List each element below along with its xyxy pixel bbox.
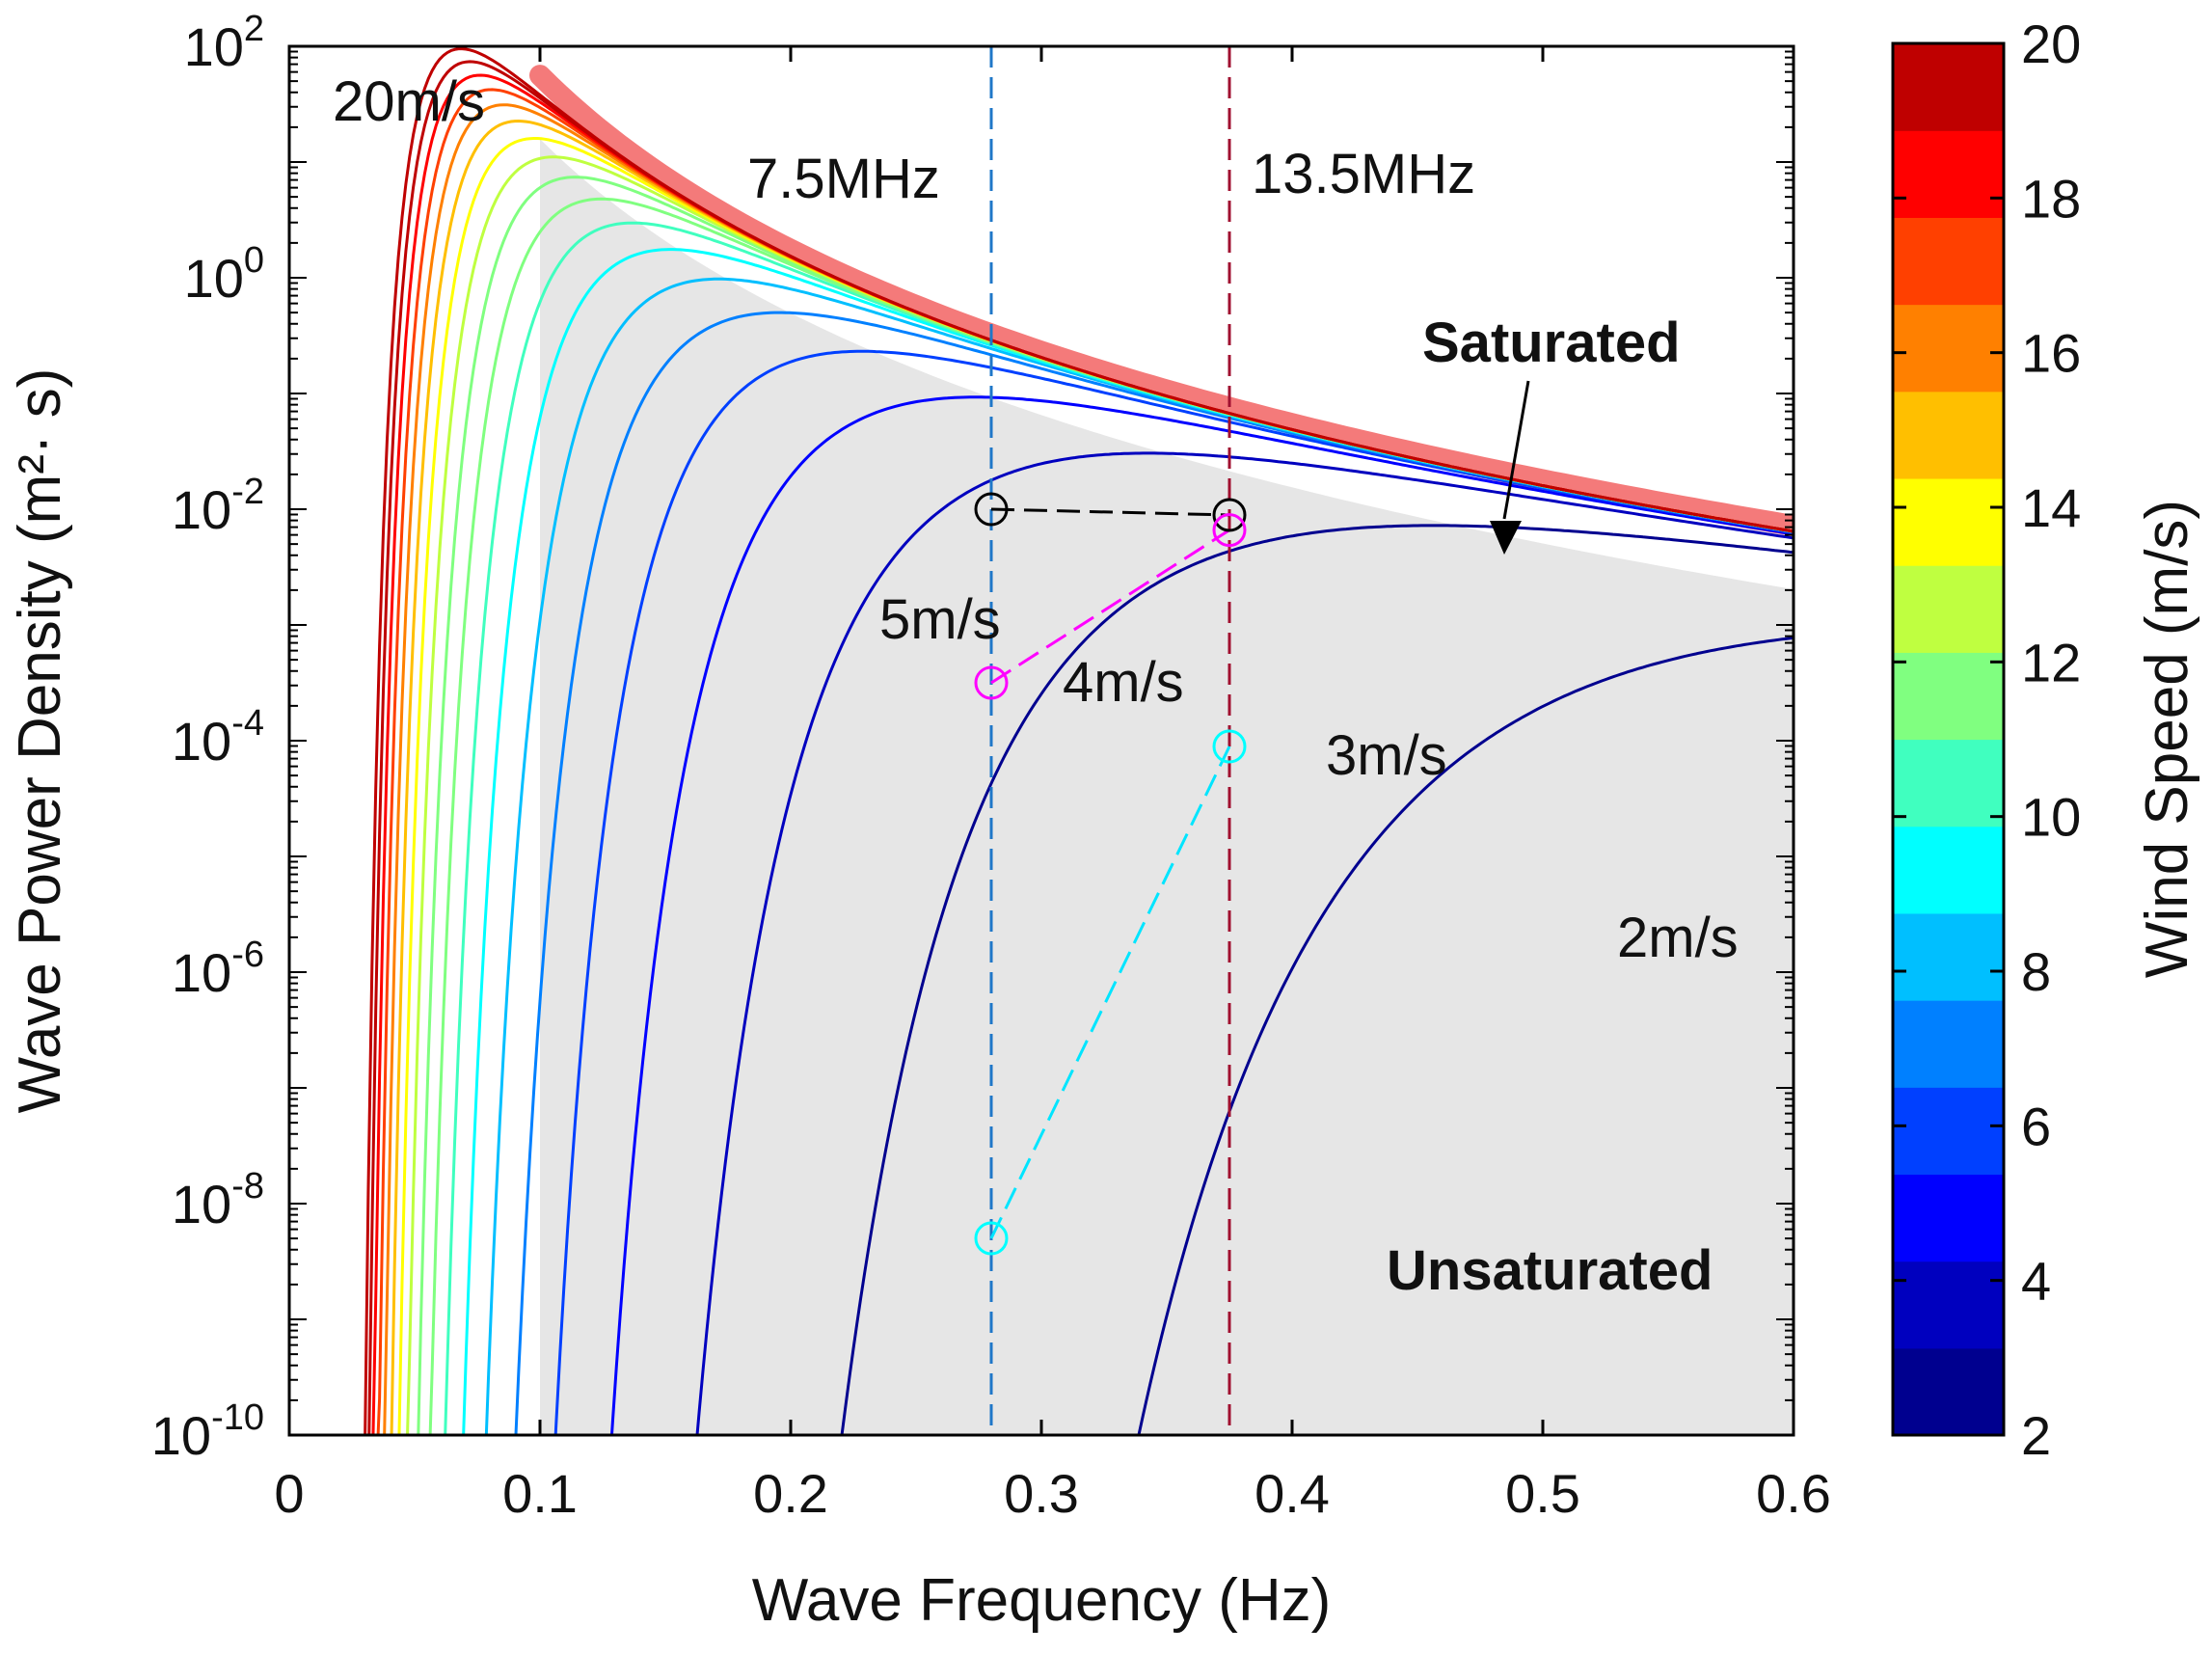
label-unsaturated: Unsaturated	[1387, 1239, 1713, 1302]
colorbar-frame	[1891, 41, 2006, 1437]
spectrum-curve-4ms	[695, 451, 1794, 1435]
colorbar-segment	[1893, 565, 2004, 653]
colorbar-segment	[1893, 1174, 2004, 1262]
colorbar-segment	[1893, 130, 2004, 218]
marker-magenta-7.5	[974, 665, 1009, 700]
spectrum-curve-2ms	[1137, 636, 1794, 1435]
colorbar-tick-label: 2	[2021, 1405, 2051, 1466]
label-saturated: Saturated	[1422, 312, 1681, 374]
x-tick-label: 0.3	[1004, 1463, 1079, 1524]
y-tick-label: 10-8	[172, 1166, 264, 1234]
colorbar-segment	[1893, 391, 2004, 479]
colorbar-tick-label: 14	[2021, 477, 2081, 538]
marker-magenta-13.5	[1212, 513, 1247, 548]
marker-black-13.5	[1212, 498, 1247, 532]
y-tick-label: 10-10	[151, 1397, 264, 1466]
colorbar-tick-label: 16	[2021, 323, 2081, 384]
colorbar-tick-label: 10	[2021, 787, 2081, 848]
spectrum-curve-5ms	[609, 395, 1794, 1435]
x-axis-title: Wave Frequency (Hz)	[752, 1567, 1332, 1634]
colorbar-segment	[1893, 826, 2004, 914]
colorbar-segment	[1893, 739, 2004, 827]
x-tick-label: 0.1	[502, 1463, 578, 1524]
colorbar-segment	[1893, 1347, 2004, 1436]
label-3ms: 3m/s	[1326, 724, 1447, 787]
marker-cyan-7.5	[974, 1221, 1009, 1256]
colorbar-tick-label: 12	[2021, 632, 2081, 692]
label-2ms: 2m/s	[1617, 907, 1739, 969]
colorbar-tick-label: 4	[2021, 1251, 2051, 1312]
colorbar-segment	[1893, 477, 2004, 566]
colorbar-tick-label: 8	[2021, 941, 2051, 1002]
x-tick-label: 0	[274, 1463, 304, 1524]
y-axis-title: Wave Power Density (m²· s)	[7, 368, 73, 1114]
spectrum-curves	[364, 47, 1794, 1435]
black-connector	[990, 507, 1230, 517]
colorbar-segment	[1893, 912, 2004, 1001]
unsaturated-region	[540, 139, 1794, 1435]
colorbar-segment	[1893, 652, 2004, 741]
spectrum-curve-20ms	[364, 47, 1794, 1435]
y-tick-label: 10-4	[172, 703, 264, 772]
x-tick-label: 0.5	[1505, 1463, 1580, 1524]
y-tick-label: 10-6	[172, 935, 264, 1003]
x-tick-label: 0.4	[1254, 1463, 1330, 1524]
marker-black-7.5	[974, 492, 1009, 527]
cyan-connector	[989, 746, 1231, 1239]
x-tick-label: 0.2	[753, 1463, 828, 1524]
magenta-connector	[990, 529, 1230, 685]
colorbar-tick-label: 6	[2021, 1096, 2051, 1156]
plot-area	[364, 46, 1794, 1435]
x-tick-labels: 0 0.1 0.2 0.3 0.4 0.5 0.6	[274, 1463, 1831, 1524]
y-tick-label: 10-2	[172, 472, 264, 540]
y-tick-label: 102	[184, 9, 264, 77]
colorbar	[1893, 43, 2004, 1436]
y-tick-label: 100	[184, 240, 264, 309]
label-20ms: 20m/s	[333, 70, 485, 133]
colorbar-segment	[1893, 43, 2004, 131]
x-tick-label: 0.6	[1756, 1463, 1831, 1524]
colorbar-segment	[1893, 1261, 2004, 1349]
label-5ms: 5m/s	[879, 588, 1001, 651]
label-13-5mhz: 13.5MHz	[1252, 143, 1475, 205]
colorbar-tick-label: 18	[2021, 168, 2081, 229]
label-7-5mhz: 7.5MHz	[747, 148, 940, 210]
markers	[974, 492, 1247, 1256]
colorbar-ticks: 2 4 6 8 10 12 14 16 18 20	[1893, 14, 2081, 1466]
colorbar-segment	[1893, 1000, 2004, 1088]
colorbar-tick-label: 20	[2021, 14, 2081, 74]
marker-cyan-13.5	[1212, 729, 1247, 764]
colorbar-title: Wind Speed (m/s)	[2134, 500, 2200, 978]
axis-ticks	[287, 45, 1795, 1436]
colorbar-segment	[1893, 217, 2004, 306]
colorbar-segment	[1893, 304, 2004, 393]
saturated-arrow	[1490, 380, 1530, 555]
colorbar-segment	[1893, 1087, 2004, 1176]
saturation-band	[529, 65, 1794, 536]
label-4ms: 4m/s	[1063, 651, 1184, 714]
spectrum-curve-3ms	[840, 524, 1794, 1435]
y-tick-labels: 102 100 10-2 10-4 10-6 10-8 10-10	[151, 9, 264, 1466]
